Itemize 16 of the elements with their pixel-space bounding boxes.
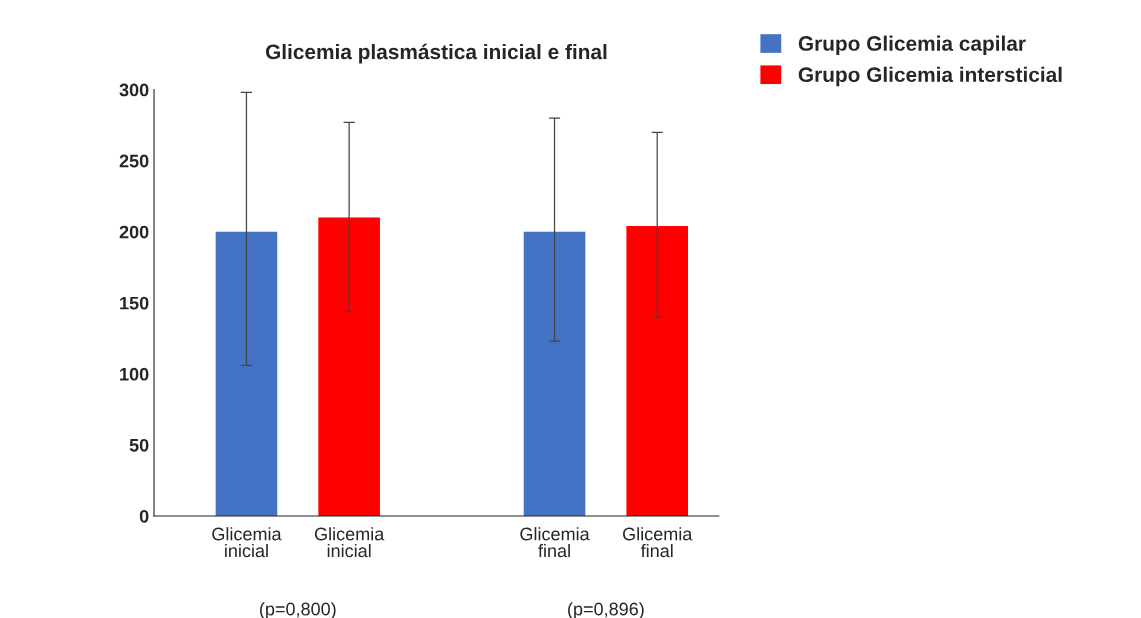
y-tick-label: 0 bbox=[139, 509, 149, 523]
y-tick-label: 300 bbox=[119, 83, 149, 97]
legend-label: Grupo Glicemia intersticial bbox=[798, 66, 1062, 87]
y-tick-label: 250 bbox=[119, 154, 149, 168]
chart-title: Glicemia plasmástica inicial e final bbox=[265, 43, 607, 64]
text: (p=0,800) bbox=[260, 602, 336, 618]
y-tick-label: 200 bbox=[119, 225, 149, 239]
x-tick-label: Glicemia final bbox=[520, 527, 590, 558]
y-tick-label: 100 bbox=[120, 367, 149, 381]
legend-label: Grupo Glicemia capilar bbox=[798, 35, 1026, 55]
x-tick-label: Glicemia inicial bbox=[314, 527, 385, 558]
x-tick-label: Glicemia final bbox=[623, 527, 693, 558]
x-tick-label: Glicemia inicial bbox=[212, 527, 282, 558]
text: (p=0,896) bbox=[568, 602, 644, 618]
y-tick-label: 150 bbox=[120, 296, 149, 310]
y-tick-label: 50 bbox=[129, 438, 149, 452]
